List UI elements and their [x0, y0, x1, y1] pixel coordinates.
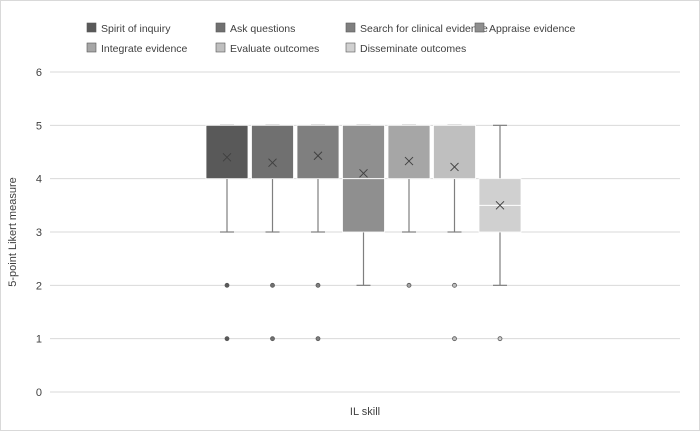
legend-label: Appraise evidence	[489, 23, 576, 35]
outlier-point	[452, 282, 457, 288]
legend-label: Evaluate outcomes	[230, 43, 319, 55]
mean-marker-stroke	[359, 168, 368, 178]
legend-swatch	[474, 22, 485, 33]
mean-marker-stroke	[404, 156, 414, 166]
outlier-point	[270, 336, 275, 342]
y-tick-label: 1	[36, 334, 42, 346]
outlier-point	[452, 336, 457, 342]
mean-marker	[450, 162, 459, 172]
legend-item: Appraise evidence	[474, 22, 576, 35]
y-axis-label: 5-point Likert measure	[7, 177, 19, 286]
mean-marker	[404, 156, 414, 166]
y-tick-label: 4	[36, 174, 42, 186]
y-tick-label: 3	[36, 227, 42, 239]
legend-label: Disseminate outcomes	[360, 43, 466, 55]
y-tick-label: 0	[36, 387, 42, 399]
outlier-point	[270, 282, 275, 288]
mean-marker-stroke	[495, 200, 505, 210]
outlier-point	[224, 282, 230, 288]
mean-marker-stroke	[450, 162, 459, 172]
outlier-point	[497, 336, 503, 342]
legend-label: Integrate evidence	[101, 43, 188, 55]
box-4	[342, 124, 385, 286]
legend-label: Ask questions	[230, 23, 295, 35]
x-axis-label: IL skill	[350, 406, 380, 418]
box-2	[251, 124, 294, 342]
mean-marker	[359, 168, 368, 178]
legend-item: Spirit of inquiry	[86, 22, 171, 35]
outlier-point	[406, 282, 412, 288]
y-tick-label: 5	[36, 120, 42, 132]
mean-marker	[268, 158, 277, 168]
mean-marker-stroke	[313, 151, 323, 161]
legend-swatch	[215, 42, 226, 53]
legend-swatch	[345, 22, 356, 33]
legend-item: Evaluate outcomes	[215, 42, 319, 55]
legend-swatch	[215, 22, 226, 33]
legend: Spirit of inquiry Ask questions Search for…	[86, 22, 576, 55]
legend-item: Search for clinical evidence	[345, 22, 488, 35]
legend-item: Integrate evidence	[86, 42, 188, 55]
legend-swatch	[345, 42, 356, 53]
iqr-box	[205, 124, 249, 180]
iqr-box	[387, 124, 431, 180]
box-5	[387, 124, 431, 288]
box-7	[478, 124, 522, 342]
iqr-box	[433, 124, 476, 180]
box-6	[433, 124, 476, 342]
y-axis-ticks: 0 1 2 3 4 5 6	[36, 67, 42, 399]
legend-label: Spirit of inquiry	[101, 23, 171, 35]
outlier-point	[315, 336, 321, 342]
box-1	[205, 124, 249, 342]
legend-item: Ask questions	[215, 22, 295, 35]
legend-swatch	[86, 42, 97, 53]
mean-marker-stroke	[222, 152, 232, 162]
mean-marker	[222, 152, 232, 162]
outlier-point	[224, 336, 230, 342]
legend-swatch	[86, 22, 97, 33]
mean-marker	[495, 200, 505, 210]
legend-item: Disseminate outcomes	[345, 42, 466, 55]
mean-marker-stroke	[268, 158, 277, 168]
iqr-box	[296, 124, 340, 180]
legend-label: Search for clinical evidence	[360, 23, 488, 35]
box-3	[296, 124, 340, 342]
boxes	[205, 124, 522, 342]
y-tick-label: 6	[36, 67, 42, 79]
outlier-point	[315, 282, 321, 288]
iqr-box	[251, 124, 294, 180]
y-tick-label: 2	[36, 280, 42, 292]
mean-marker	[313, 151, 323, 161]
